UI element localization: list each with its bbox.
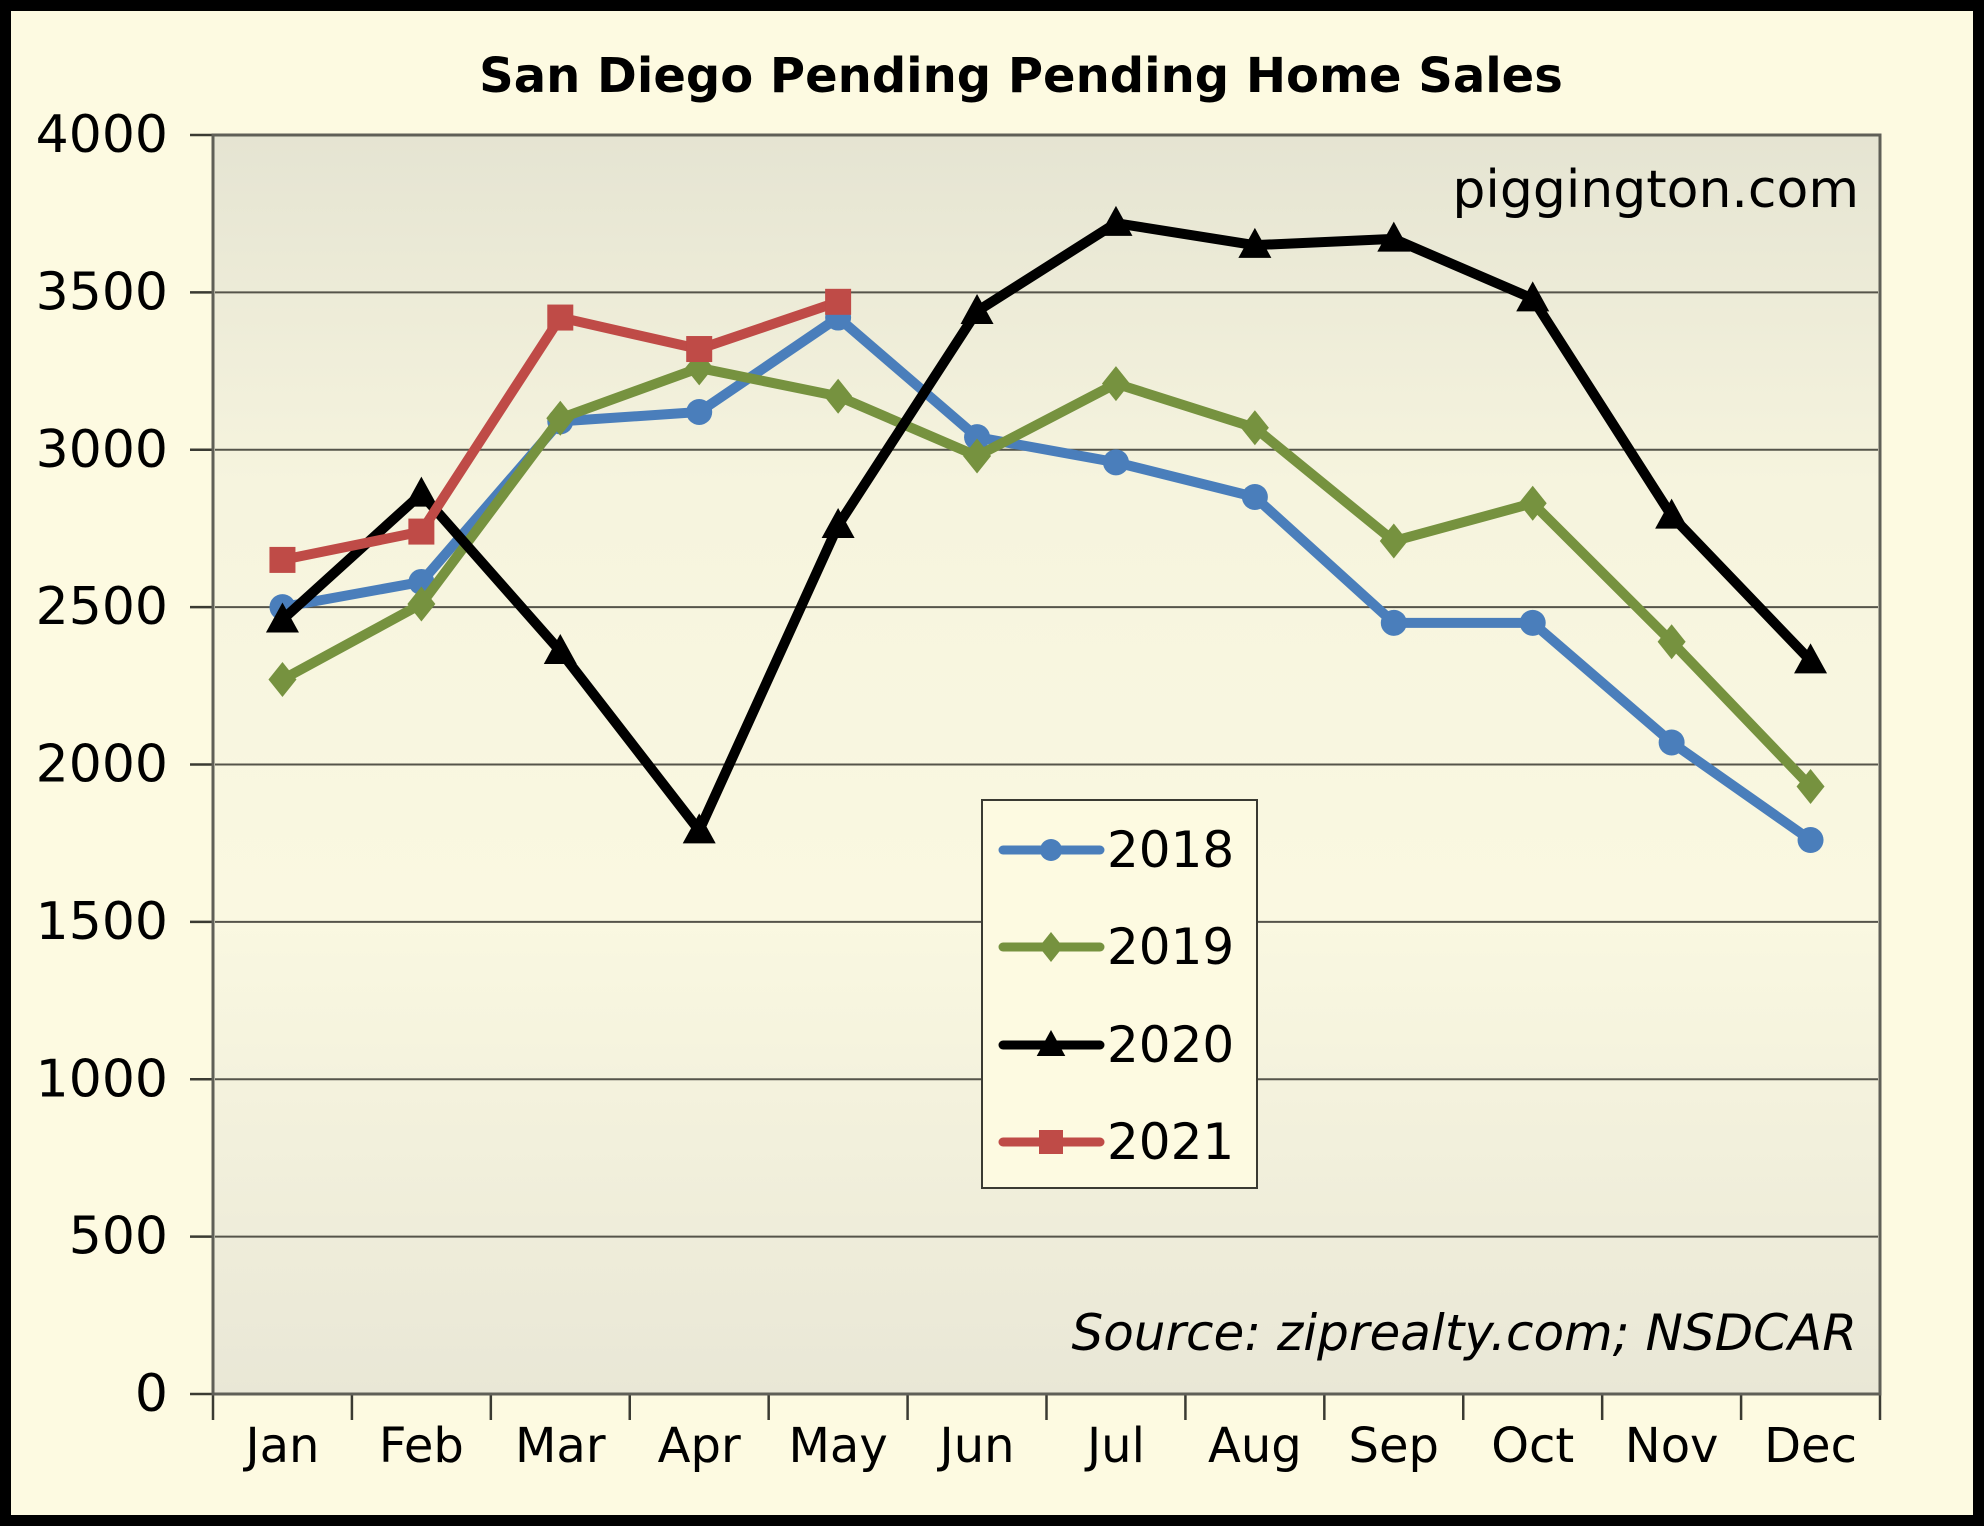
- square-marker-2021: [269, 546, 296, 573]
- triangle-marker-2020: [1655, 498, 1689, 529]
- square-marker-2021: [825, 288, 852, 315]
- y-axis-label: 2000: [36, 735, 168, 795]
- x-axis-ticks: [211, 1394, 1882, 1420]
- source-note: Source: ziprealty.com; NSDCAR: [1071, 1304, 1857, 1362]
- y-axis-label: 0: [135, 1364, 168, 1424]
- circle-marker-2018: [964, 424, 991, 451]
- y-axis-label: 3000: [36, 420, 168, 480]
- triangle-marker-2020: [265, 602, 299, 633]
- x-axis-label: Sep: [1349, 1418, 1439, 1474]
- legend-item-2018: 2018: [998, 821, 1234, 879]
- y-axis-label: 1000: [36, 1049, 168, 1109]
- legend-item-2020: 2020: [998, 1016, 1234, 1074]
- legend-item-2019: 2019: [998, 918, 1234, 976]
- diamond-marker-2019: [1379, 523, 1408, 559]
- y-axis-label: 500: [69, 1207, 168, 1267]
- legend-diamond-marker: [1039, 932, 1063, 962]
- diamond-marker-2019: [824, 378, 853, 414]
- circle-marker-2018: [1519, 609, 1546, 636]
- x-axis-label: Dec: [1764, 1418, 1857, 1474]
- legend: 2018 2019 2020 2021: [981, 799, 1258, 1189]
- diamond-marker-2019: [1240, 410, 1269, 446]
- circle-marker-2018: [1380, 609, 1407, 636]
- triangle-marker-2020: [1099, 205, 1133, 236]
- x-axis-label: Jun: [937, 1418, 1015, 1474]
- diamond-marker-2019: [407, 586, 436, 622]
- diamond-marker-2019: [546, 400, 575, 436]
- legend-label-2018: 2018: [1107, 821, 1234, 879]
- triangle-marker-2020: [404, 476, 438, 507]
- square-marker-2021: [408, 518, 435, 545]
- circle-marker-2018: [1797, 827, 1824, 854]
- y-axis-label: 4000: [36, 105, 168, 165]
- y-axis-ticks: [190, 133, 213, 1396]
- legend-label-2019: 2019: [1107, 918, 1234, 976]
- x-axis-labels: Jan Feb Mar Apr May Jun Jul Aug Sep Oct Nov Dec: [242, 1418, 1857, 1474]
- x-axis-label: May: [789, 1418, 888, 1474]
- diamond-marker-2019: [963, 438, 992, 474]
- y-axis-label: 3500: [36, 262, 168, 322]
- x-axis-label: Nov: [1625, 1418, 1719, 1474]
- series-line-2019: [277, 362, 1816, 792]
- legend-label-2021: 2021: [1107, 1113, 1234, 1171]
- circle-marker-2018: [1241, 483, 1268, 510]
- triangle-marker-2020: [682, 813, 716, 844]
- legend-box: [981, 799, 1258, 1189]
- diamond-marker-2019: [268, 662, 297, 698]
- triangle-marker-2020: [1794, 643, 1828, 674]
- series-2019: [268, 350, 1825, 805]
- legend-circle-marker: [1040, 839, 1062, 861]
- series-line-2020: [277, 218, 1816, 836]
- circle-marker-2018: [1658, 729, 1685, 756]
- diamond-marker-2019: [1657, 624, 1686, 660]
- y-axis-label: 2500: [36, 577, 168, 637]
- circle-marker-2018: [1102, 449, 1129, 476]
- data-series: [265, 205, 1828, 854]
- plot-border: [211, 133, 1882, 1396]
- triangle-marker-2020: [821, 508, 855, 539]
- legend-items: 2018 2019 2020 2021: [998, 821, 1234, 1171]
- square-marker-2021: [547, 304, 574, 331]
- y-axis-labels: 0 500 1000 1500 2000 2500 3000 3500 4000: [36, 105, 168, 1424]
- diamond-marker-2019: [1796, 769, 1825, 805]
- chart-title: San Diego Pending Pending Home Sales: [479, 48, 1563, 104]
- square-marker-2021: [686, 336, 713, 363]
- triangle-marker-2020: [960, 294, 994, 325]
- triangle-marker-2020: [1238, 227, 1272, 258]
- series-2021: [269, 288, 852, 573]
- circle-marker-2018: [686, 398, 713, 425]
- diamond-marker-2019: [1518, 485, 1547, 521]
- legend-item-2021: 2021: [998, 1113, 1234, 1171]
- x-axis-label: Aug: [1208, 1418, 1302, 1474]
- diamond-marker-2019: [1101, 366, 1130, 402]
- triangle-marker-2020: [1377, 221, 1411, 252]
- x-axis-label: Apr: [658, 1418, 741, 1474]
- x-axis-label: Jan: [242, 1418, 319, 1474]
- series-2020: [265, 205, 1828, 844]
- x-axis-label: Jul: [1084, 1418, 1145, 1474]
- y-axis-label: 1500: [36, 892, 168, 952]
- legend-square-marker: [1039, 1130, 1063, 1154]
- triangle-marker-2020: [1516, 281, 1550, 312]
- watermark: piggington.com: [1452, 160, 1859, 220]
- x-axis-label: Feb: [379, 1418, 464, 1474]
- legend-triangle-marker: [1036, 1030, 1066, 1057]
- x-axis-label: Mar: [515, 1418, 606, 1474]
- legend-label-2020: 2020: [1107, 1016, 1234, 1074]
- x-axis-label: Oct: [1491, 1418, 1574, 1474]
- triangle-marker-2020: [543, 633, 577, 664]
